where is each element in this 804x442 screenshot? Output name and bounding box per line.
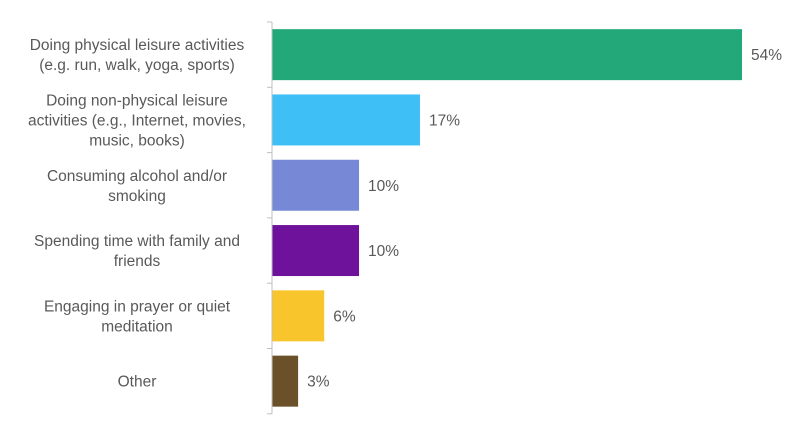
category-label-1: Doing non-physical leisure activities (e.… <box>28 92 246 149</box>
value-label-1: 17% <box>429 112 460 129</box>
value-label-4: 6% <box>333 308 356 325</box>
category-labels-group: Doing physical leisure activities (e.g. r… <box>28 37 246 391</box>
category-label-3: Spending time with family and friends <box>34 233 240 270</box>
y-axis <box>267 21 273 415</box>
bar-5 <box>272 355 299 407</box>
bars-group <box>272 29 742 407</box>
value-labels-group: 54% 17% 10% 10% 6% 3% <box>307 47 782 391</box>
category-label-0: Doing physical leisure activities (e.g. r… <box>30 37 245 74</box>
bar-3 <box>272 225 360 277</box>
category-label-5: Other <box>118 374 157 391</box>
value-label-0: 54% <box>751 47 782 64</box>
bar-2 <box>272 159 360 211</box>
bar-0 <box>272 29 742 81</box>
category-label-4: Engaging in prayer or quiet meditation <box>44 298 231 335</box>
value-label-3: 10% <box>368 243 399 260</box>
category-label-2: Consuming alcohol and/or smoking <box>47 168 227 205</box>
bar-1 <box>272 94 420 146</box>
bar-4 <box>272 290 325 342</box>
value-label-5: 3% <box>307 374 330 391</box>
value-label-2: 10% <box>368 178 399 195</box>
